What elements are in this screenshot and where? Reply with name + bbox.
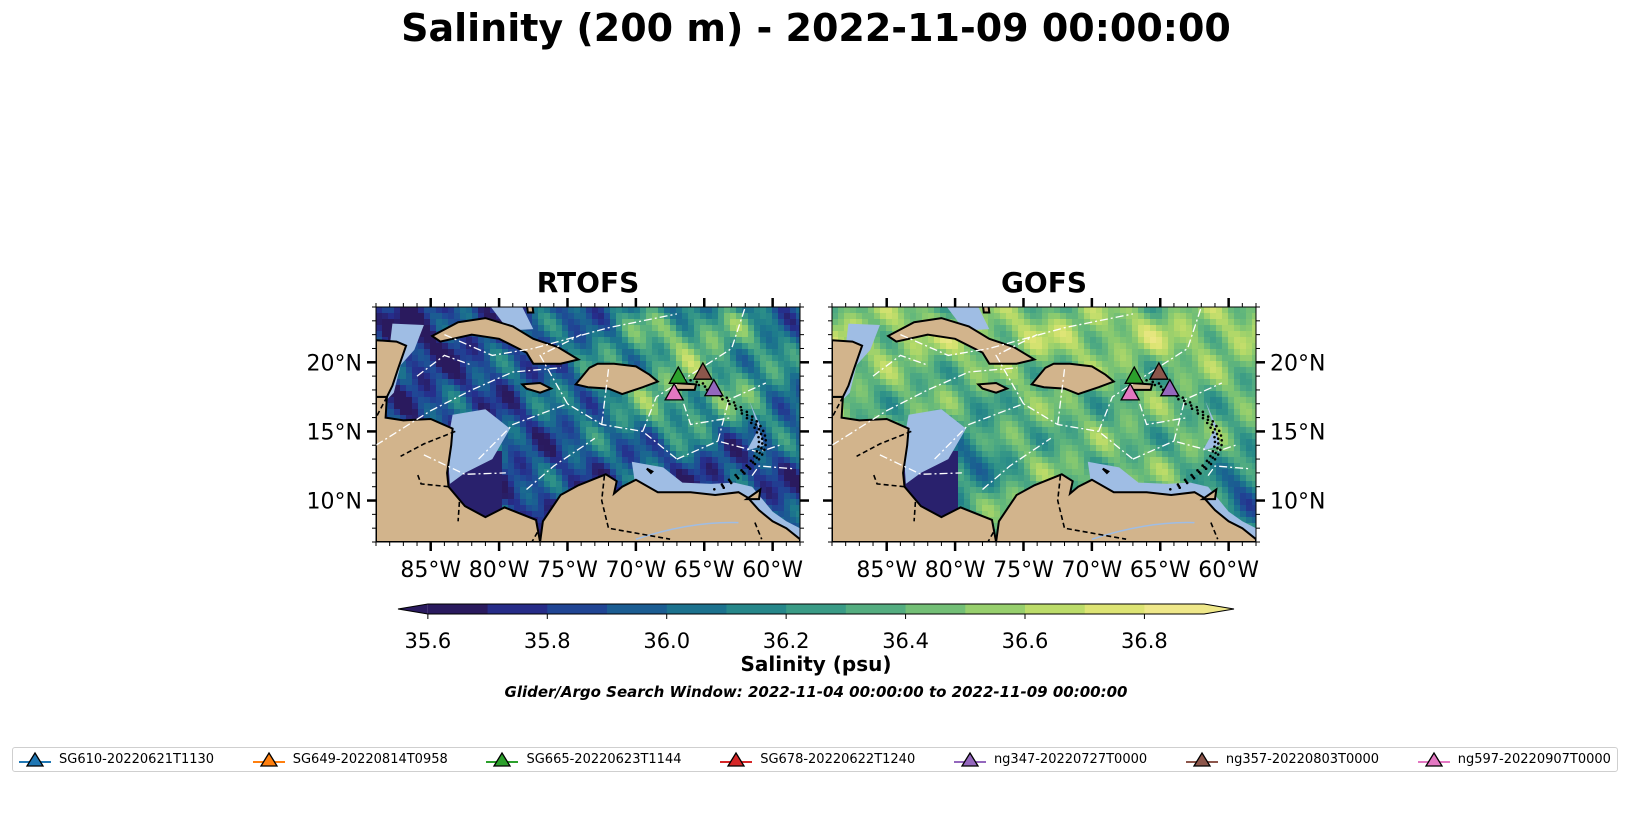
colorbar-tick-label: 36.6 — [1002, 629, 1049, 653]
triangle-marker-icon — [953, 751, 986, 767]
lat-tick-label: 15°N — [307, 420, 362, 445]
lon-tick-label: 65°W — [1130, 558, 1191, 583]
legend: SG610-20220621T1130 SG649-20220814T0958 SG… — [12, 747, 1618, 772]
map-title: GOFS — [1001, 266, 1087, 299]
legend-item: SG678-20220622T1240 — [720, 751, 915, 769]
lat-tick-label: 10°N — [307, 490, 362, 515]
glider-marker — [664, 382, 685, 401]
triangle-marker-icon — [1185, 751, 1218, 767]
rtofs-map: 85°W 80°W 75°W 70°W 65°W 60°W 20°N 15°N 10°N RTOF… — [307, 266, 809, 583]
legend-item: ng357-20220803T0000 — [1185, 751, 1380, 769]
lon-tick-label: 70°W — [1061, 558, 1122, 583]
legend-label: ng347-20220727T0000 — [993, 752, 1148, 767]
triangle-marker-icon — [19, 751, 51, 767]
glider-marker — [692, 361, 713, 380]
colorbar-tick-label: 35.8 — [524, 629, 571, 653]
figure-title: Salinity (200 m) - 2022-11-09 00:00:00 — [401, 6, 1231, 50]
glider-marker — [1120, 382, 1141, 401]
gofs-map: 85°W 80°W 75°W 70°W 65°W 60°W 20°N 15°N 10°N GOFS — [823, 266, 1325, 583]
colorbar-label: Salinity (psu) — [740, 652, 892, 676]
lat-tick-label: 15°N — [1270, 420, 1325, 445]
legend-label: SG610-20220621T1130 — [59, 752, 215, 767]
glider-marker — [1159, 378, 1180, 397]
legend-item: SG610-20220621T1130 — [19, 751, 214, 769]
colorbar-tick-label: 35.6 — [404, 629, 451, 653]
glider-marker — [668, 365, 689, 384]
legend-label: ng357-20220803T0000 — [1225, 752, 1380, 767]
legend-label: ng597-20220907T0000 — [1457, 752, 1611, 767]
map-title: RTOFS — [537, 266, 640, 299]
legend-item: ng597-20220907T0000 — [1417, 751, 1611, 769]
legend-item: SG649-20220814T0958 — [252, 751, 448, 769]
legend-label: SG678-20220622T1240 — [760, 752, 916, 767]
lon-tick-label: 75°W — [537, 558, 598, 583]
lat-tick-label: 20°N — [307, 351, 362, 376]
triangle-marker-icon — [1417, 751, 1450, 767]
triangle-marker-icon — [252, 751, 285, 767]
colorbar: 35.6 35.8 36.0 36.2 36.4 36.6 36.8 — [397, 603, 1235, 653]
lon-tick-label: 75°W — [993, 558, 1054, 583]
glider-marker — [703, 378, 724, 397]
lon-tick-label: 80°W — [925, 558, 986, 583]
glider-marker — [1124, 365, 1145, 384]
colorbar-tick-label: 36.8 — [1121, 629, 1168, 653]
lon-tick-label: 60°W — [742, 558, 803, 583]
glider-marker — [1148, 361, 1169, 380]
triangle-marker-icon — [486, 751, 519, 767]
lat-tick-label: 20°N — [1270, 351, 1325, 376]
legend-label: SG649-20220814T0958 — [292, 752, 448, 767]
lon-tick-label: 70°W — [605, 558, 666, 583]
triangle-marker-icon — [720, 751, 753, 767]
legend-label: SG665-20220623T1144 — [526, 752, 682, 767]
lon-tick-label: 85°W — [400, 558, 461, 583]
colorbar-tick-label: 36.0 — [643, 629, 690, 653]
colorbar-tick-label: 36.4 — [882, 629, 929, 653]
legend-item: ng347-20220727T0000 — [953, 751, 1148, 769]
lat-tick-label: 10°N — [1270, 490, 1325, 515]
search-window-caption: Glider/Argo Search Window: 2022-11-04 00… — [504, 683, 1128, 701]
lon-tick-label: 85°W — [856, 558, 917, 583]
legend-item: SG665-20220623T1144 — [486, 751, 682, 769]
lon-tick-label: 60°W — [1198, 558, 1259, 583]
lon-tick-label: 65°W — [674, 558, 735, 583]
lon-tick-label: 80°W — [469, 558, 530, 583]
colorbar-tick-label: 36.2 — [763, 629, 810, 653]
